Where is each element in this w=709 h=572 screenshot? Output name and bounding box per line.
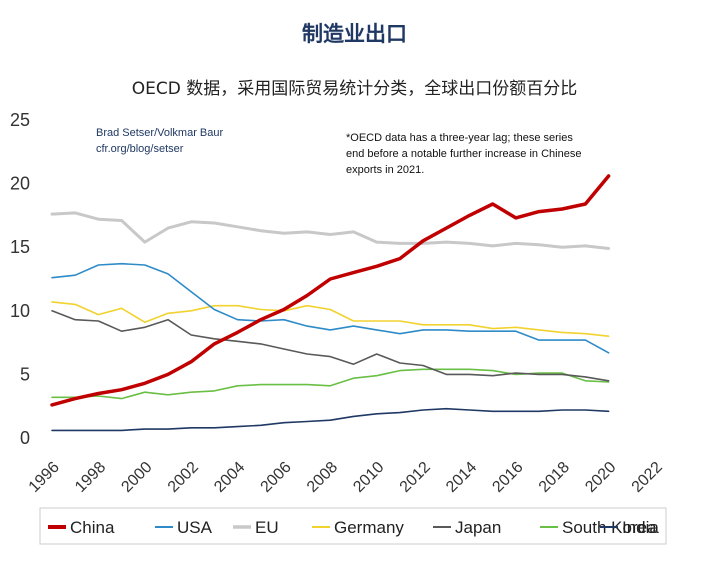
x-tick-label: 2014: [443, 459, 480, 496]
legend-item-india: India: [600, 518, 659, 537]
series-line-china: [50, 174, 611, 407]
note-line: end before a notable further increase in…: [346, 148, 581, 160]
x-axis: 1996 1998 2000 2002 2004 2006 2008 2010 2012 2014…: [26, 459, 666, 496]
chart-subtitle: OECD 数据，采用国际贸易统计分类，全球出口份额百分比: [131, 79, 578, 99]
series-line-eu: [50, 211, 611, 250]
legend-item-eu: EU: [233, 518, 279, 537]
x-tick-label: 2010: [350, 459, 387, 496]
y-tick-label: 20: [10, 174, 30, 194]
x-tick-label: 2022: [629, 459, 666, 496]
legend-label: India: [622, 518, 659, 537]
plot-area: [50, 174, 611, 432]
x-tick-label: 2002: [165, 459, 202, 496]
legend-box: [39, 507, 667, 545]
x-tick-label: 2018: [536, 459, 573, 496]
y-tick-label: 0: [20, 428, 30, 448]
legend-label: Japan: [455, 518, 501, 537]
source-line: cfr.org/blog/setser: [96, 143, 184, 155]
x-tick-label: 1998: [72, 459, 109, 496]
x-tick-label: 2020: [582, 459, 619, 496]
legend-label: Germany: [334, 518, 404, 537]
x-tick-label: 2006: [258, 459, 295, 496]
legend-label: China: [70, 518, 115, 537]
legend-item-japan: Japan: [433, 518, 501, 537]
series-line-south-korea: [51, 368, 610, 400]
x-tick-label: 2012: [397, 459, 434, 496]
legend-item-usa: USA: [155, 518, 213, 537]
legend-item-germany: Germany: [312, 518, 404, 537]
x-tick-label: 2000: [118, 459, 155, 496]
legend-item-china: China: [48, 518, 115, 537]
y-tick-label: 5: [20, 364, 30, 384]
series-line-india: [51, 407, 610, 432]
series-line-germany: [51, 301, 610, 338]
x-tick-label: 2016: [489, 459, 526, 496]
y-axis: 0 5 10 15 20 25: [10, 110, 30, 448]
x-tick-label: 2008: [304, 459, 341, 496]
series-line-usa: [51, 262, 610, 354]
note-line: *OECD data has a three-year lag; these s…: [346, 132, 573, 144]
x-tick-label: 2004: [211, 459, 248, 496]
y-tick-label: 25: [10, 110, 30, 130]
note-line: exports in 2021.: [346, 164, 424, 176]
y-tick-label: 15: [10, 237, 30, 257]
legend-label: USA: [177, 518, 213, 537]
series-line-japan: [51, 309, 610, 382]
chart-title: 制造业出口: [302, 22, 407, 46]
source-line: Brad Setser/Volkmar Baur: [96, 127, 224, 139]
legend-label: EU: [255, 518, 279, 537]
x-tick-label: 1996: [26, 459, 63, 496]
y-tick-label: 10: [10, 301, 30, 321]
